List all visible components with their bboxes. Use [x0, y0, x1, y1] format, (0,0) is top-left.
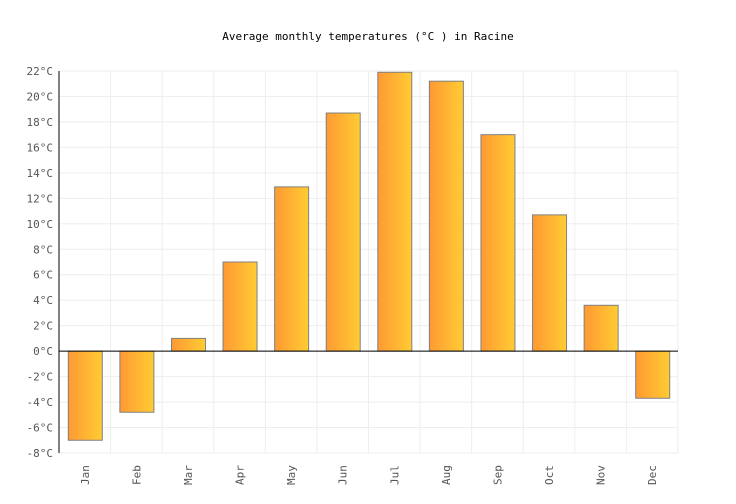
bar-sep	[480, 134, 516, 352]
y-tick-label: 8°C	[33, 243, 53, 256]
bar-dec	[635, 350, 671, 399]
bar-jun	[325, 112, 361, 352]
x-tick-label: Jul	[388, 465, 401, 485]
bar-feb	[119, 350, 155, 413]
y-tick-label: 16°C	[27, 141, 54, 154]
bar-may	[274, 186, 310, 352]
y-tick-label: 4°C	[33, 294, 53, 307]
bar-aug	[428, 80, 464, 352]
y-tick-label: 20°C	[27, 90, 54, 103]
y-tick-label: 6°C	[33, 269, 53, 282]
y-tick-label: 0°C	[33, 345, 53, 358]
x-tick-label: Apr	[234, 465, 247, 485]
grid	[58, 70, 679, 454]
x-tick-label: Sep	[491, 465, 504, 485]
bars	[67, 71, 671, 441]
y-tick-label: 18°C	[27, 116, 54, 129]
y-tick-label: 12°C	[27, 192, 54, 205]
x-tick-label: Nov	[595, 465, 608, 485]
x-tick-label: Aug	[440, 465, 453, 485]
y-tick-labels: -8°C -6°C -4°C -2°C 0°C 2°C 4°C 6°C 8°C 10°C 12°C 1…	[27, 65, 54, 460]
axes	[58, 71, 678, 453]
bar-jan	[67, 350, 103, 441]
x-tick-label: May	[285, 465, 298, 485]
y-tick-label: 10°C	[27, 218, 54, 231]
bar-oct	[532, 214, 568, 352]
x-tick-label: Dec	[646, 465, 659, 485]
y-tick-label: -4°C	[27, 396, 54, 409]
x-tick-label: Jan	[79, 465, 92, 485]
bar-mar	[170, 337, 206, 352]
x-tick-label: Feb	[130, 465, 143, 485]
y-tick-label: -2°C	[27, 371, 54, 384]
y-tick-label: 22°C	[27, 65, 54, 78]
chart-title: Average monthly temperatures (°C ) in Ra…	[222, 30, 513, 43]
y-tick-label: 14°C	[27, 167, 54, 180]
bar-jul	[377, 71, 413, 352]
y-tick-label: -8°C	[27, 447, 54, 460]
x-tick-labels: Jan Feb Mar Apr May Jun Jul Aug Sep Oct Nov Dec	[79, 465, 659, 485]
x-tick-label: Oct	[543, 465, 556, 485]
y-tick-label: 2°C	[33, 320, 53, 333]
x-tick-label: Mar	[182, 465, 195, 485]
bar-apr	[222, 261, 258, 352]
y-tick-label: -6°C	[27, 422, 54, 435]
bar-nov	[583, 304, 619, 352]
x-tick-label: Jun	[337, 465, 350, 485]
